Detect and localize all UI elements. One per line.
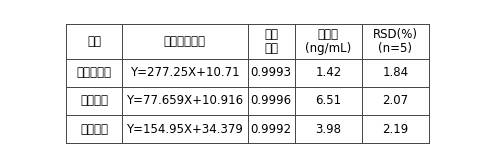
Text: 2.07: 2.07 [383,94,409,107]
Text: 左氧氟沙星: 左氧氟沙星 [77,66,112,79]
Text: 洛美沙星: 洛美沙星 [80,94,108,107]
Text: RSD(%): RSD(%) [373,28,418,41]
Text: 6.51: 6.51 [315,94,341,107]
Text: 线性回归方程: 线性回归方程 [164,35,206,48]
Text: Y=77.659X+10.916: Y=77.659X+10.916 [127,94,243,107]
Text: (ng/mL): (ng/mL) [305,42,352,55]
Text: 检测限: 检测限 [318,28,339,41]
Text: 1.84: 1.84 [383,66,409,79]
Text: 1.42: 1.42 [315,66,341,79]
Text: 物质: 物质 [87,35,101,48]
Text: 相关: 相关 [264,28,278,41]
Text: Y=277.25X+10.71: Y=277.25X+10.71 [130,66,240,79]
Text: 系数: 系数 [264,42,278,55]
Text: Y=154.95X+34.379: Y=154.95X+34.379 [127,122,243,135]
Text: 0.9992: 0.9992 [251,122,292,135]
Text: 0.9993: 0.9993 [251,66,292,79]
Text: 加替沙星: 加替沙星 [80,122,108,135]
Text: 2.19: 2.19 [383,122,409,135]
Text: 3.98: 3.98 [315,122,341,135]
Text: 0.9996: 0.9996 [251,94,292,107]
Text: (n=5): (n=5) [379,42,412,55]
